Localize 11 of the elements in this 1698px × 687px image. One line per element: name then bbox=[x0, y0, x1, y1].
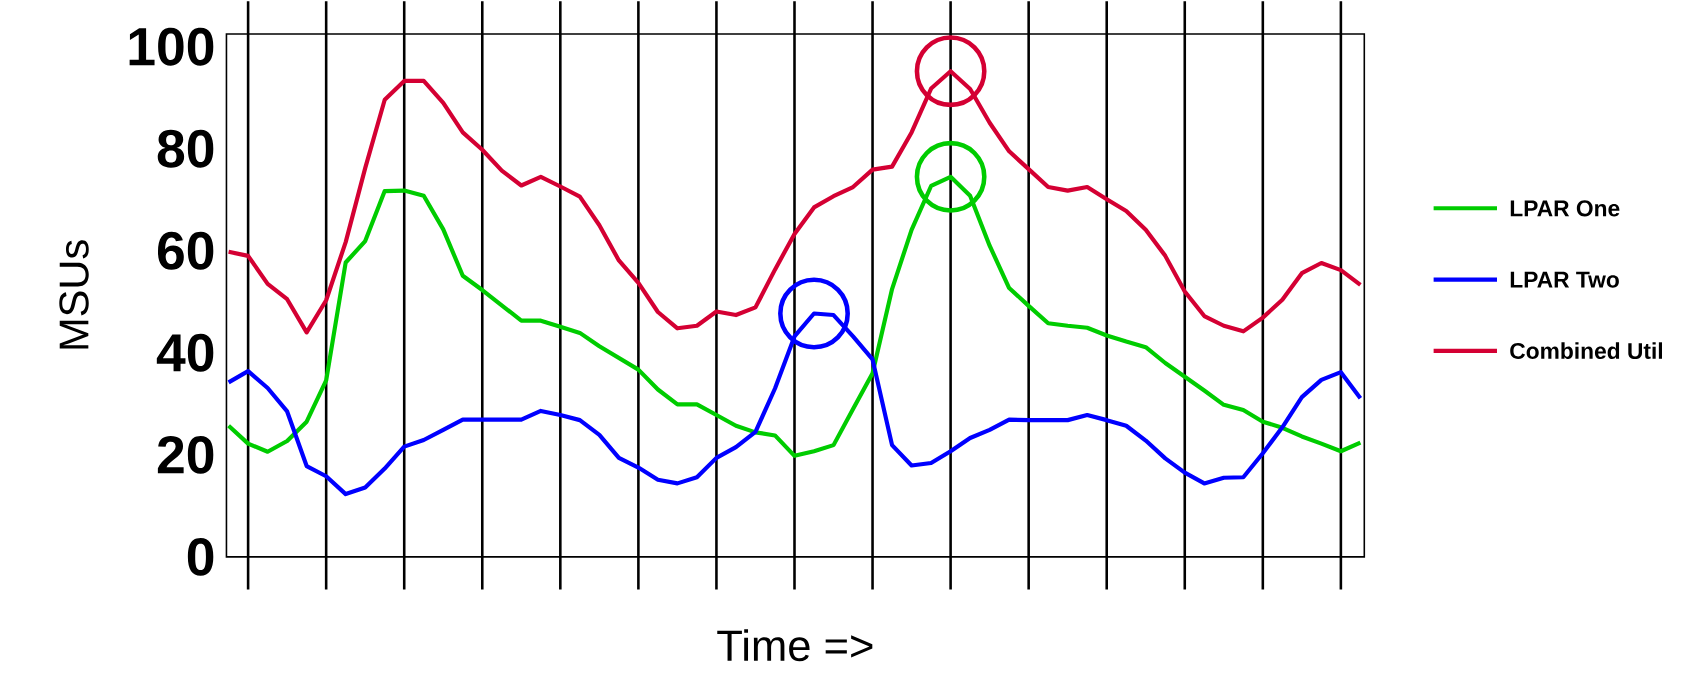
y-tick-label: 80 bbox=[157, 130, 214, 168]
y-tick-label: 60 bbox=[157, 232, 214, 270]
legend-label: LPAR Two bbox=[1510, 272, 1619, 288]
y-tick-label: 0 bbox=[187, 538, 214, 576]
y-tick-label: 40 bbox=[156, 334, 214, 372]
y-tick-label: 100 bbox=[129, 28, 214, 66]
legend-label: Combined Util bbox=[1510, 342, 1663, 360]
x-axis-title: Time => bbox=[717, 629, 873, 662]
y-tick-label: 20 bbox=[157, 436, 214, 474]
y-axis-title: MSUs bbox=[59, 240, 89, 349]
legend-label: LPAR One bbox=[1510, 200, 1620, 217]
